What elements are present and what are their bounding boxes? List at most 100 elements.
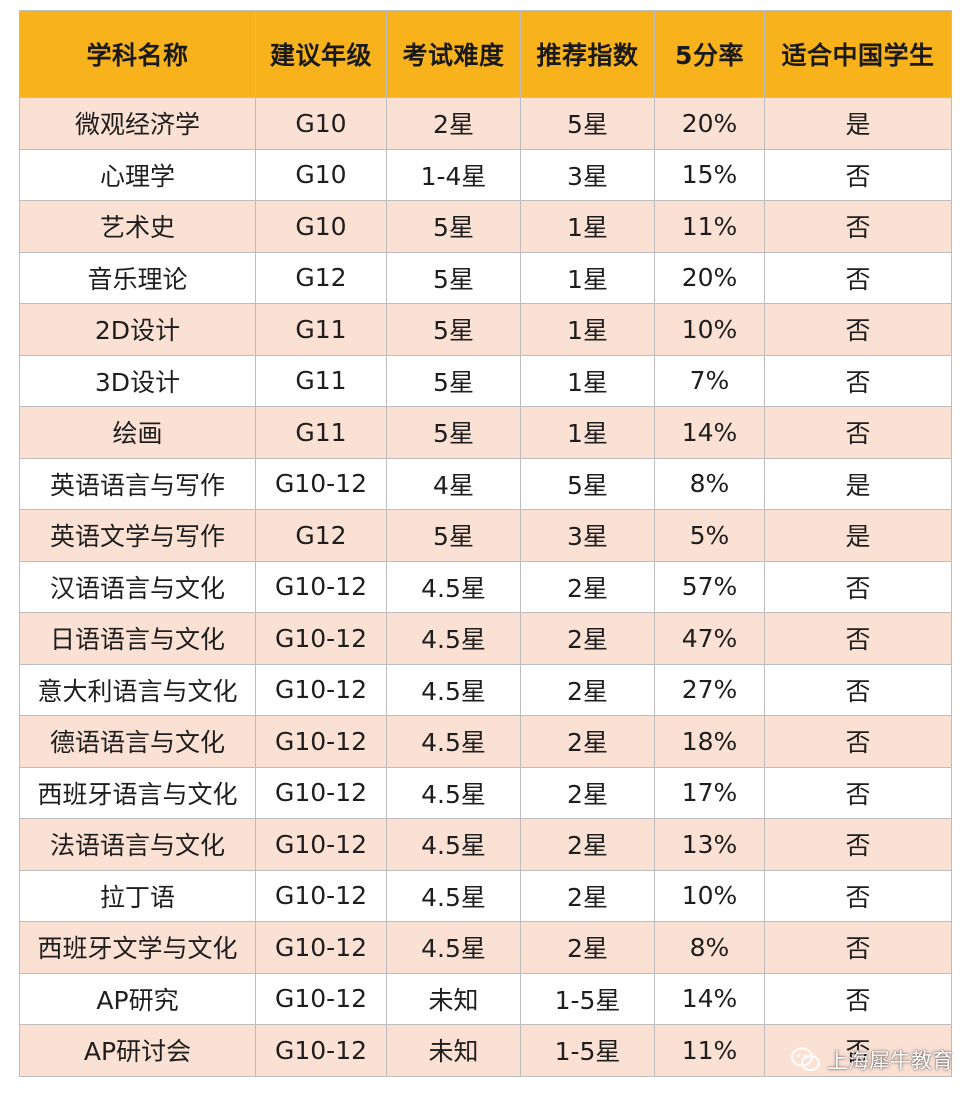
cell-difficulty: 4.5星 [386, 715, 521, 768]
cell-grade: G10-12 [255, 715, 387, 768]
cell-grade: G10-12 [255, 1024, 387, 1077]
table-row: 音乐理论 G12 5星 1星 20% 否 [19, 251, 952, 304]
cell-recommendation: 2星 [520, 869, 655, 922]
cell-suitable: 否 [764, 251, 952, 304]
cell-grade: G12 [255, 251, 387, 304]
header-row: 学科名称 建议年级 考试难度 推荐指数 5分率 适合中国学生 [19, 10, 952, 98]
cell-recommendation: 2星 [520, 663, 655, 716]
cell-suitable: 否 [764, 612, 952, 665]
cell-subject: 艺术史 [19, 200, 256, 253]
cell-suitable: 否 [764, 354, 952, 407]
table-header: 学科名称 建议年级 考试难度 推荐指数 5分率 适合中国学生 [19, 10, 952, 98]
cell-subject: 绘画 [19, 406, 256, 459]
cell-suitable: 否 [764, 715, 952, 768]
column-header-subject: 学科名称 [19, 10, 256, 98]
cell-grade: G10-12 [255, 818, 387, 871]
cell-subject: 日语语言与文化 [19, 612, 256, 665]
cell-difficulty: 4.5星 [386, 869, 521, 922]
table-row: 法语语言与文化 G10-12 4.5星 2星 13% 否 [19, 818, 952, 871]
cell-recommendation: 1星 [520, 200, 655, 253]
cell-subject: AP研究 [19, 972, 256, 1025]
cell-subject: 意大利语言与文化 [19, 663, 256, 716]
cell-recommendation: 1星 [520, 354, 655, 407]
cell-suitable: 是 [764, 457, 952, 510]
cell-grade: G10-12 [255, 869, 387, 922]
cell-recommendation: 2星 [520, 921, 655, 974]
cell-5-rate: 5% [654, 509, 765, 562]
table-row: 英语语言与写作 G10-12 4星 5星 8% 是 [19, 457, 952, 510]
cell-subject: AP研讨会 [19, 1024, 256, 1077]
cell-recommendation: 5星 [520, 457, 655, 510]
table-body: 微观经济学 G10 2星 5星 20% 是心理学 G10 1-4星 3星 15% 否艺术史 G10 5星… [19, 97, 952, 1077]
cell-recommendation: 2星 [520, 560, 655, 613]
column-header-grade: 建议年级 [255, 10, 387, 98]
cell-subject: 汉语语言与文化 [19, 560, 256, 613]
cell-difficulty: 5星 [386, 251, 521, 304]
cell-subject: 2D设计 [19, 303, 256, 356]
cell-5-rate: 7% [654, 354, 765, 407]
cell-grade: G12 [255, 509, 387, 562]
cell-recommendation: 3星 [520, 148, 655, 201]
table-row: 拉丁语 G10-12 4.5星 2星 10% 否 [19, 869, 952, 922]
cell-difficulty: 5星 [386, 354, 521, 407]
cell-suitable: 否 [764, 869, 952, 922]
cell-difficulty: 5星 [386, 200, 521, 253]
cell-recommendation: 1-5星 [520, 972, 655, 1025]
table-row: 德语语言与文化 G10-12 4.5星 2星 18% 否 [19, 715, 952, 768]
cell-difficulty: 1-4星 [386, 148, 521, 201]
cell-suitable: 否 [764, 303, 952, 356]
cell-grade: G11 [255, 406, 387, 459]
cell-suitable: 否 [764, 406, 952, 459]
cell-grade: G10 [255, 97, 387, 150]
cell-recommendation: 2星 [520, 612, 655, 665]
cell-5-rate: 20% [654, 251, 765, 304]
cell-difficulty: 5星 [386, 509, 521, 562]
cell-difficulty: 2星 [386, 97, 521, 150]
table-row: 3D设计 G11 5星 1星 7% 否 [19, 354, 952, 407]
cell-subject: 法语语言与文化 [19, 818, 256, 871]
cell-5-rate: 14% [654, 406, 765, 459]
cell-subject: 心理学 [19, 148, 256, 201]
table-row: 艺术史 G10 5星 1星 11% 否 [19, 200, 952, 253]
cell-suitable: 否 [764, 663, 952, 716]
table-row: 绘画 G11 5星 1星 14% 否 [19, 406, 952, 459]
table-row: 日语语言与文化 G10-12 4.5星 2星 47% 否 [19, 612, 952, 665]
cell-grade: G10-12 [255, 972, 387, 1025]
cell-grade: G11 [255, 354, 387, 407]
cell-recommendation: 5星 [520, 97, 655, 150]
cell-suitable: 否 [764, 766, 952, 819]
cell-5-rate: 8% [654, 457, 765, 510]
cell-5-rate: 47% [654, 612, 765, 665]
cell-suitable: 否 [764, 972, 952, 1025]
cell-5-rate: 10% [654, 869, 765, 922]
cell-5-rate: 27% [654, 663, 765, 716]
cell-difficulty: 4.5星 [386, 818, 521, 871]
cell-5-rate: 14% [654, 972, 765, 1025]
cell-suitable: 是 [764, 97, 952, 150]
cell-suitable: 否 [764, 1024, 952, 1077]
table-row: 西班牙语言与文化 G10-12 4.5星 2星 17% 否 [19, 766, 952, 819]
cell-difficulty: 4.5星 [386, 766, 521, 819]
column-header-recommendation: 推荐指数 [520, 10, 655, 98]
table-row: 微观经济学 G10 2星 5星 20% 是 [19, 97, 952, 150]
cell-grade: G10-12 [255, 560, 387, 613]
table-row: AP研究 G10-12 未知 1-5星 14% 否 [19, 972, 952, 1025]
cell-difficulty: 未知 [386, 1024, 521, 1077]
cell-grade: G10 [255, 148, 387, 201]
cell-difficulty: 4.5星 [386, 921, 521, 974]
cell-difficulty: 4.5星 [386, 612, 521, 665]
cell-5-rate: 10% [654, 303, 765, 356]
cell-difficulty: 4星 [386, 457, 521, 510]
column-header-suitable: 适合中国学生 [764, 10, 952, 98]
cell-difficulty: 4.5星 [386, 560, 521, 613]
column-header-difficulty: 考试难度 [386, 10, 521, 98]
cell-grade: G10-12 [255, 663, 387, 716]
cell-5-rate: 11% [654, 200, 765, 253]
cell-grade: G11 [255, 303, 387, 356]
cell-subject: 西班牙语言与文化 [19, 766, 256, 819]
cell-grade: G10-12 [255, 612, 387, 665]
cell-5-rate: 11% [654, 1024, 765, 1077]
cell-grade: G10-12 [255, 921, 387, 974]
cell-subject: 英语语言与写作 [19, 457, 256, 510]
cell-recommendation: 3星 [520, 509, 655, 562]
